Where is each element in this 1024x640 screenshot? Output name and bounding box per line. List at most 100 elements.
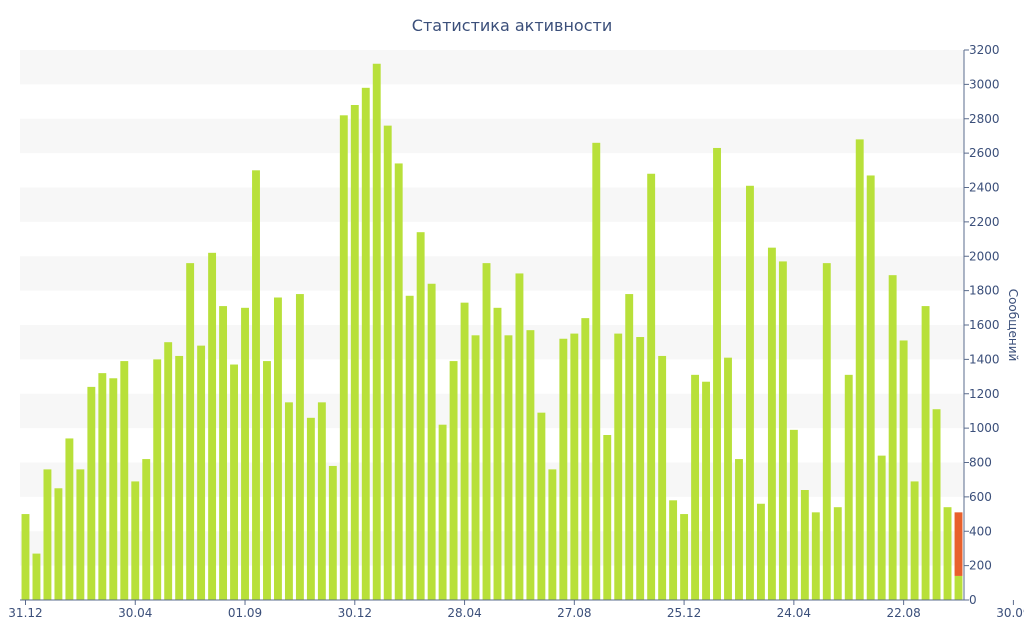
bar[interactable] bbox=[405, 295, 414, 600]
bar[interactable] bbox=[372, 63, 381, 600]
bar[interactable] bbox=[471, 335, 480, 600]
bar[interactable] bbox=[438, 424, 447, 600]
bar[interactable] bbox=[636, 337, 645, 600]
bar[interactable] bbox=[449, 361, 458, 600]
bar[interactable] bbox=[658, 355, 667, 600]
y-tick-label: 400 bbox=[969, 524, 992, 538]
bar[interactable] bbox=[702, 381, 710, 600]
bar[interactable] bbox=[493, 307, 502, 600]
bar[interactable] bbox=[625, 294, 634, 600]
grid-band bbox=[20, 393, 964, 429]
bar[interactable] bbox=[614, 333, 623, 600]
bar[interactable] bbox=[120, 361, 129, 600]
bar[interactable] bbox=[460, 302, 469, 600]
bar[interactable] bbox=[328, 465, 337, 600]
bar[interactable] bbox=[427, 283, 436, 600]
x-tick-label: 30.12 bbox=[338, 606, 372, 620]
bar[interactable] bbox=[811, 512, 820, 600]
bar[interactable] bbox=[32, 553, 41, 600]
bar[interactable] bbox=[581, 318, 590, 601]
bar[interactable] bbox=[833, 507, 842, 600]
bar[interactable] bbox=[767, 247, 776, 600]
bar[interactable] bbox=[669, 500, 678, 600]
y-tick-label: 1000 bbox=[969, 421, 1000, 435]
bar[interactable] bbox=[855, 139, 864, 601]
bar[interactable] bbox=[735, 459, 743, 600]
bar[interactable] bbox=[175, 355, 184, 600]
bar[interactable] bbox=[592, 142, 601, 600]
bar[interactable] bbox=[932, 409, 941, 600]
bar[interactable] bbox=[295, 294, 304, 600]
bar[interactable] bbox=[87, 386, 96, 601]
bar[interactable] bbox=[789, 429, 798, 600]
bar[interactable] bbox=[350, 105, 359, 600]
bar[interactable] bbox=[54, 488, 63, 600]
bar[interactable] bbox=[339, 115, 348, 600]
x-axis: 31.12 30.04 01.09 30.12 28.04 27.08 25.12 24.04… bbox=[8, 599, 1024, 620]
bar[interactable] bbox=[756, 503, 765, 600]
bar[interactable] bbox=[724, 357, 732, 600]
bar[interactable] bbox=[153, 359, 162, 601]
bar[interactable] bbox=[570, 333, 579, 600]
grid-band bbox=[20, 256, 964, 291]
x-tick-label: 01.09 bbox=[228, 606, 262, 620]
y-tick-label: 600 bbox=[969, 490, 992, 504]
bar[interactable] bbox=[317, 402, 326, 600]
bar[interactable] bbox=[219, 306, 228, 600]
bar[interactable] bbox=[603, 435, 612, 600]
bar[interactable] bbox=[559, 338, 568, 600]
bar[interactable] bbox=[43, 469, 52, 601]
bar[interactable] bbox=[241, 307, 249, 600]
bar[interactable] bbox=[800, 490, 809, 600]
bar[interactable] bbox=[746, 185, 754, 600]
bar[interactable] bbox=[306, 417, 315, 600]
bar[interactable] bbox=[504, 335, 513, 600]
bar[interactable] bbox=[394, 163, 403, 600]
bar[interactable] bbox=[822, 263, 831, 601]
bar[interactable] bbox=[263, 361, 271, 600]
bar[interactable] bbox=[186, 263, 195, 601]
bar[interactable] bbox=[416, 232, 425, 600]
bar[interactable] bbox=[197, 345, 206, 601]
bar[interactable] bbox=[921, 306, 930, 600]
bar[interactable] bbox=[109, 378, 118, 600]
grid-band bbox=[20, 118, 964, 154]
x-tick-label: 30.04 bbox=[118, 606, 152, 620]
bar[interactable] bbox=[680, 514, 689, 600]
y-tick-label: 3000 bbox=[969, 77, 1000, 91]
bar[interactable] bbox=[844, 374, 853, 600]
bar[interactable] bbox=[131, 481, 140, 600]
bar[interactable] bbox=[383, 125, 392, 601]
bar[interactable] bbox=[21, 514, 30, 600]
bar[interactable] bbox=[274, 297, 282, 601]
bar[interactable] bbox=[230, 364, 238, 600]
bar[interactable] bbox=[142, 459, 151, 600]
bar[interactable] bbox=[361, 87, 370, 600]
bar[interactable] bbox=[943, 507, 952, 600]
bar[interactable] bbox=[713, 147, 721, 600]
bar[interactable] bbox=[98, 373, 107, 601]
bar[interactable] bbox=[284, 402, 293, 600]
bar[interactable] bbox=[65, 438, 74, 600]
bar[interactable] bbox=[954, 575, 963, 600]
bar[interactable] bbox=[910, 481, 919, 600]
bar[interactable] bbox=[208, 252, 217, 600]
bar[interactable] bbox=[526, 330, 535, 600]
bar[interactable] bbox=[888, 275, 897, 600]
bar[interactable] bbox=[252, 170, 260, 600]
bar[interactable] bbox=[164, 342, 173, 600]
bar[interactable] bbox=[866, 175, 875, 600]
y-tick-label: 2200 bbox=[969, 215, 1000, 229]
bar[interactable] bbox=[877, 455, 886, 601]
bar[interactable] bbox=[647, 173, 656, 600]
bar[interactable] bbox=[778, 261, 787, 600]
bar[interactable] bbox=[548, 469, 557, 601]
bar-highlight[interactable] bbox=[954, 512, 963, 576]
grid-band bbox=[20, 531, 964, 566]
bar[interactable] bbox=[899, 340, 908, 600]
bar[interactable] bbox=[691, 374, 700, 600]
bar[interactable] bbox=[515, 273, 524, 600]
bar[interactable] bbox=[482, 263, 491, 601]
bar[interactable] bbox=[76, 469, 85, 601]
bar[interactable] bbox=[537, 412, 546, 600]
